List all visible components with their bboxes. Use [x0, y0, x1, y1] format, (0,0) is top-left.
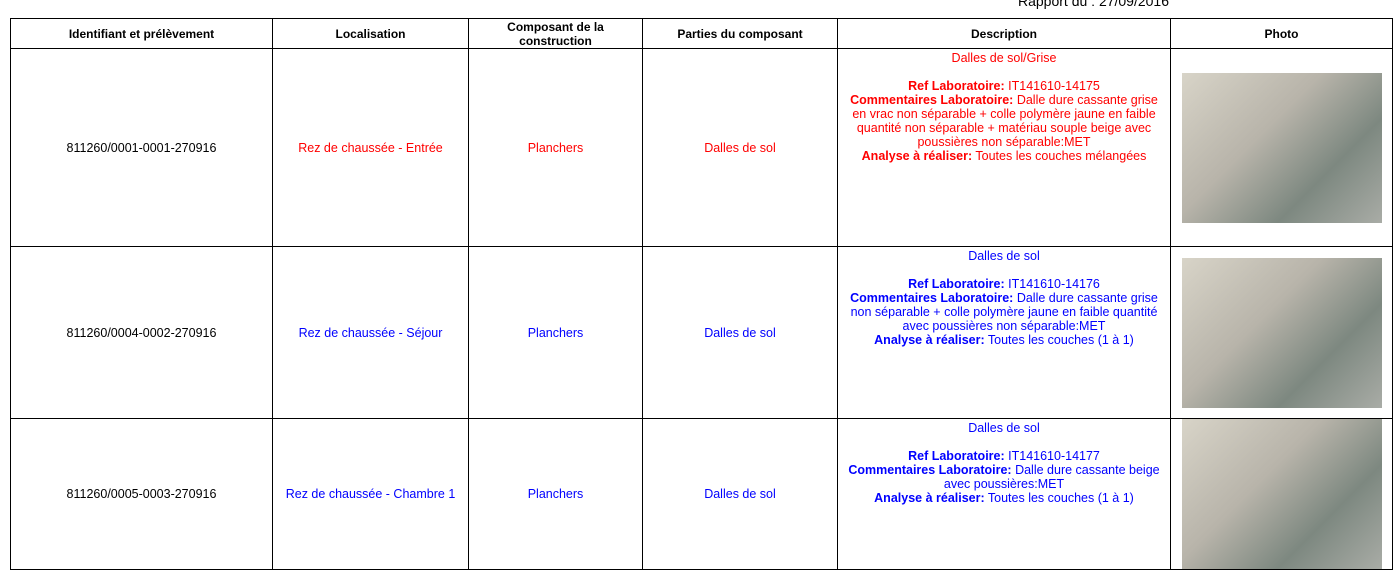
- description-field: Ref Laboratoire: IT141610-14175: [844, 79, 1164, 93]
- field-value: Dalle dure cassante grise en vrac non sé…: [852, 93, 1158, 149]
- id-cell: 811260/0004-0002-270916: [10, 246, 273, 419]
- field-label: Commentaires Laboratoire:: [848, 463, 1012, 477]
- photo-cell: [1170, 246, 1393, 419]
- spacer: [844, 65, 1164, 79]
- description-field: Analyse à réaliser: Toutes les couches (…: [844, 491, 1164, 505]
- table-row: 811260/0001-0001-270916 Rez de chaussée -…: [10, 48, 1393, 247]
- localisation-cell: Rez de chaussée - Séjour: [272, 246, 469, 419]
- field-label: Ref Laboratoire:: [908, 277, 1005, 291]
- photo-cell: [1170, 418, 1393, 570]
- field-value: Toutes les couches mélangées: [975, 149, 1147, 163]
- parties-cell: Dalles de sol: [642, 418, 838, 570]
- field-value: Toutes les couches (1 à 1): [987, 333, 1134, 347]
- field-value: Dalle dure cassante beige avec poussière…: [943, 463, 1160, 491]
- field-value: IT141610-14176: [1008, 277, 1100, 291]
- table-row: 811260/0004-0002-270916 Rez de chaussée -…: [10, 246, 1393, 419]
- field-label: Ref Laboratoire:: [908, 79, 1005, 93]
- column-header: Photo: [1170, 18, 1393, 49]
- report-date: Rapport du : 27/09/2016: [1018, 0, 1170, 9]
- photo: [1181, 257, 1382, 408]
- description-title: Dalles de sol: [968, 421, 1040, 435]
- description-cell: Dalles de sol/Grise Ref Laboratoire: IT14…: [837, 48, 1171, 247]
- column-header: Description: [837, 18, 1171, 49]
- column-header: Composant de la construction: [468, 18, 643, 49]
- column-header: Localisation: [272, 18, 469, 49]
- table-row: 811260/0005-0003-270916 Rez de chaussée -…: [10, 418, 1393, 570]
- parties-cell: Dalles de sol: [642, 246, 838, 419]
- id-cell: 811260/0005-0003-270916: [10, 418, 273, 570]
- table: Identifiant et prélèvement Localisation Co…: [10, 18, 1393, 570]
- photo: [1181, 72, 1382, 223]
- photo-cell: [1170, 48, 1393, 247]
- photo: [1181, 419, 1382, 569]
- composant-cell: Planchers: [468, 48, 643, 247]
- composant-cell: Planchers: [468, 418, 643, 570]
- field-label: Analyse à réaliser:: [861, 149, 973, 163]
- localisation-cell: Rez de chaussée - Chambre 1: [272, 418, 469, 570]
- description-field: Ref Laboratoire: IT141610-14176: [844, 277, 1164, 291]
- composant-cell: Planchers: [468, 246, 643, 419]
- column-header: Parties du composant: [642, 18, 838, 49]
- header-row: Identifiant et prélèvement Localisation Co…: [10, 18, 1393, 49]
- field-label: Analyse à réaliser:: [874, 333, 985, 347]
- field-value: Toutes les couches (1 à 1): [987, 491, 1134, 505]
- description-field: Ref Laboratoire: IT141610-14177: [844, 449, 1164, 463]
- field-label: Commentaires Laboratoire:: [850, 93, 1014, 107]
- description-title: Dalles de sol: [968, 249, 1040, 263]
- field-label: Commentaires Laboratoire:: [850, 291, 1014, 305]
- description-cell: Dalles de sol Ref Laboratoire: IT141610-1…: [837, 418, 1171, 570]
- spacer: [844, 435, 1164, 449]
- id-cell: 811260/0001-0001-270916: [10, 48, 273, 247]
- field-value: IT141610-14177: [1008, 449, 1100, 463]
- spacer: [844, 263, 1164, 277]
- field-label: Analyse à réaliser:: [874, 491, 985, 505]
- field-label: Ref Laboratoire:: [908, 449, 1005, 463]
- localisation-cell: Rez de chaussée - Entrée: [272, 48, 469, 247]
- description-field: Commentaires Laboratoire: Dalle dure cas…: [844, 463, 1164, 491]
- field-value: IT141610-14175: [1008, 79, 1100, 93]
- parties-cell: Dalles de sol: [642, 48, 838, 247]
- description-field: Analyse à réaliser: Toutes les couches (…: [844, 333, 1164, 347]
- column-header: Identifiant et prélèvement: [10, 18, 273, 49]
- description-title: Dalles de sol/Grise: [951, 51, 1057, 65]
- description-cell: Dalles de sol Ref Laboratoire: IT141610-1…: [837, 246, 1171, 419]
- field-value: Dalle dure cassante grise non séparable …: [850, 291, 1158, 333]
- description-field: Commentaires Laboratoire: Dalle dure cas…: [844, 93, 1164, 149]
- description-field: Analyse à réaliser: Toutes les couches m…: [844, 149, 1164, 163]
- description-field: Commentaires Laboratoire: Dalle dure cas…: [844, 291, 1164, 333]
